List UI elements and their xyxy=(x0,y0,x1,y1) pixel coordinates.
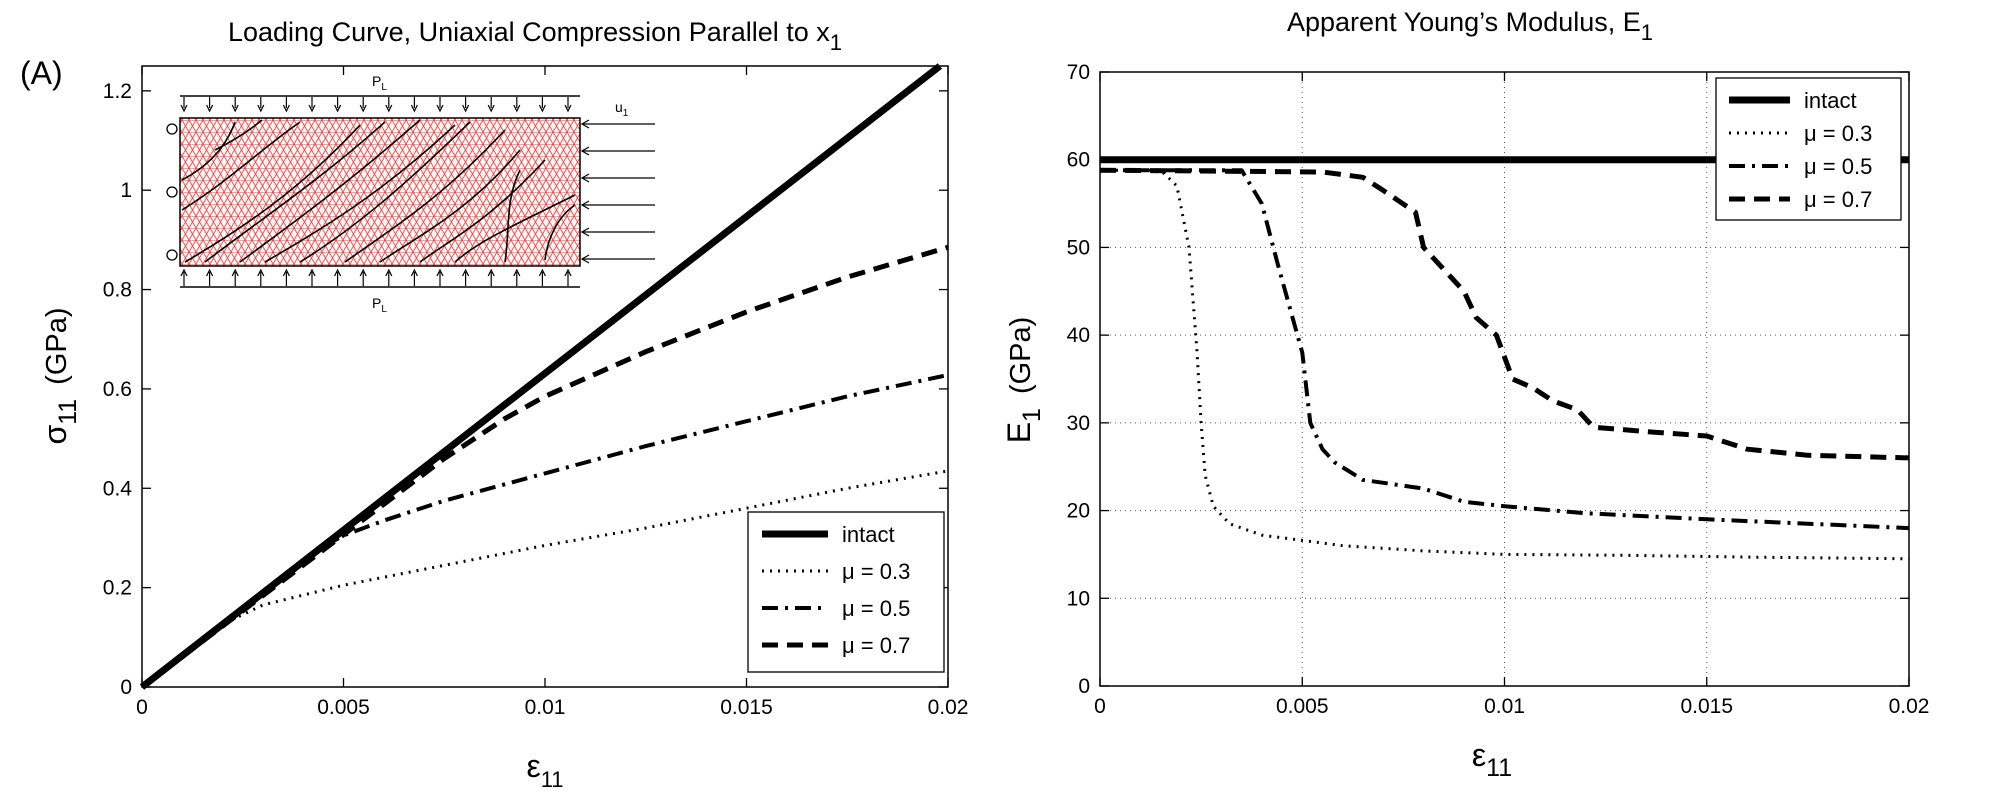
series-line xyxy=(141,469,949,689)
series-line xyxy=(140,244,949,689)
x-tick-label: 0 xyxy=(136,696,148,719)
y-tick-label: 70 xyxy=(1067,61,1090,84)
y-axis-label: E1(GPa) xyxy=(1001,317,1046,444)
fracture-mesh xyxy=(179,117,581,267)
axis-ticks: 0 0.005 0.01 0.015 0.02 0 10 20 30 40 50 60 70 xyxy=(1067,61,1930,718)
y-tick-label: 1 xyxy=(120,179,132,202)
axis-ticks: 0 0.005 0.01 0.015 0.02 0 0.2 0.4 0.6 0.8 1 1.2 xyxy=(103,66,969,719)
x-axis-label: ε11 xyxy=(1472,737,1512,782)
y-tick-label: 40 xyxy=(1067,324,1090,347)
y-tick-label: 30 xyxy=(1067,412,1090,435)
x-tick-label: 0.005 xyxy=(1276,695,1329,718)
legend: intact μ = 0.3 μ = 0.5 μ = 0.7 xyxy=(1715,77,1902,221)
legend-label: μ = 0.3 xyxy=(842,559,910,584)
y-tick-label: 60 xyxy=(1067,149,1090,172)
legend-label: intact xyxy=(1804,88,1857,113)
panel-label: (A) xyxy=(20,55,63,91)
legend-label: μ = 0.7 xyxy=(842,633,910,658)
legend-label: μ = 0.3 xyxy=(1804,121,1872,146)
displacement-label: u1 xyxy=(615,99,629,119)
series-line xyxy=(1100,168,1910,561)
roller-supports xyxy=(166,123,178,261)
chart-title: Loading Curve, Uniaxial Compression Para… xyxy=(228,17,842,55)
inset-schematic: PL xyxy=(166,73,655,315)
y-tick-label: 1.2 xyxy=(103,80,132,103)
x-axis-label: ε11 xyxy=(526,748,563,792)
legend-label: μ = 0.5 xyxy=(1804,154,1872,179)
y-tick-label: 0.2 xyxy=(103,577,132,600)
fracture-lines xyxy=(181,119,576,263)
load-label-top: PL xyxy=(372,73,387,93)
y-tick-label: 20 xyxy=(1067,500,1090,523)
x-tick-label: 0.02 xyxy=(928,696,969,719)
youngs-modulus-chart: Apparent Young’s Modulus, E1 0 0.005 0.01 0… xyxy=(1001,7,1929,782)
legend-label: μ = 0.7 xyxy=(1804,187,1872,212)
y-tick-label: 50 xyxy=(1067,236,1090,259)
legend-label: μ = 0.5 xyxy=(842,596,910,621)
y-tick-label: 0 xyxy=(120,676,132,699)
series-line xyxy=(1099,167,1910,461)
x-tick-label: 0 xyxy=(1094,695,1106,718)
y-tick-label: 10 xyxy=(1067,587,1090,610)
x-tick-label: 0.005 xyxy=(317,696,370,719)
y-tick-label: 0 xyxy=(1078,675,1090,698)
series-lines xyxy=(139,63,949,690)
chart-title: Apparent Young’s Modulus, E1 xyxy=(1287,7,1653,45)
loading-curve-chart: Loading Curve, Uniaxial Compression Para… xyxy=(20,17,968,792)
x-tick-label: 0.015 xyxy=(1680,695,1733,718)
load-label-bottom: PL xyxy=(372,295,387,315)
y-tick-label: 0.4 xyxy=(103,477,133,500)
y-tick-label: 0.8 xyxy=(103,279,132,302)
legend: intact μ = 0.3 μ = 0.5 μ = 0.7 xyxy=(747,511,945,673)
x-tick-label: 0.015 xyxy=(720,696,773,719)
y-tick-label: 0.6 xyxy=(103,378,132,401)
x-tick-label: 0.02 xyxy=(1889,695,1930,718)
y-axis-label: σ11(GPa) xyxy=(37,307,82,444)
x-tick-label: 0.01 xyxy=(525,696,566,719)
legend-box xyxy=(747,511,945,673)
x-tick-label: 0.01 xyxy=(1484,695,1525,718)
legend-label: intact xyxy=(842,522,895,547)
series-line xyxy=(1100,168,1910,531)
